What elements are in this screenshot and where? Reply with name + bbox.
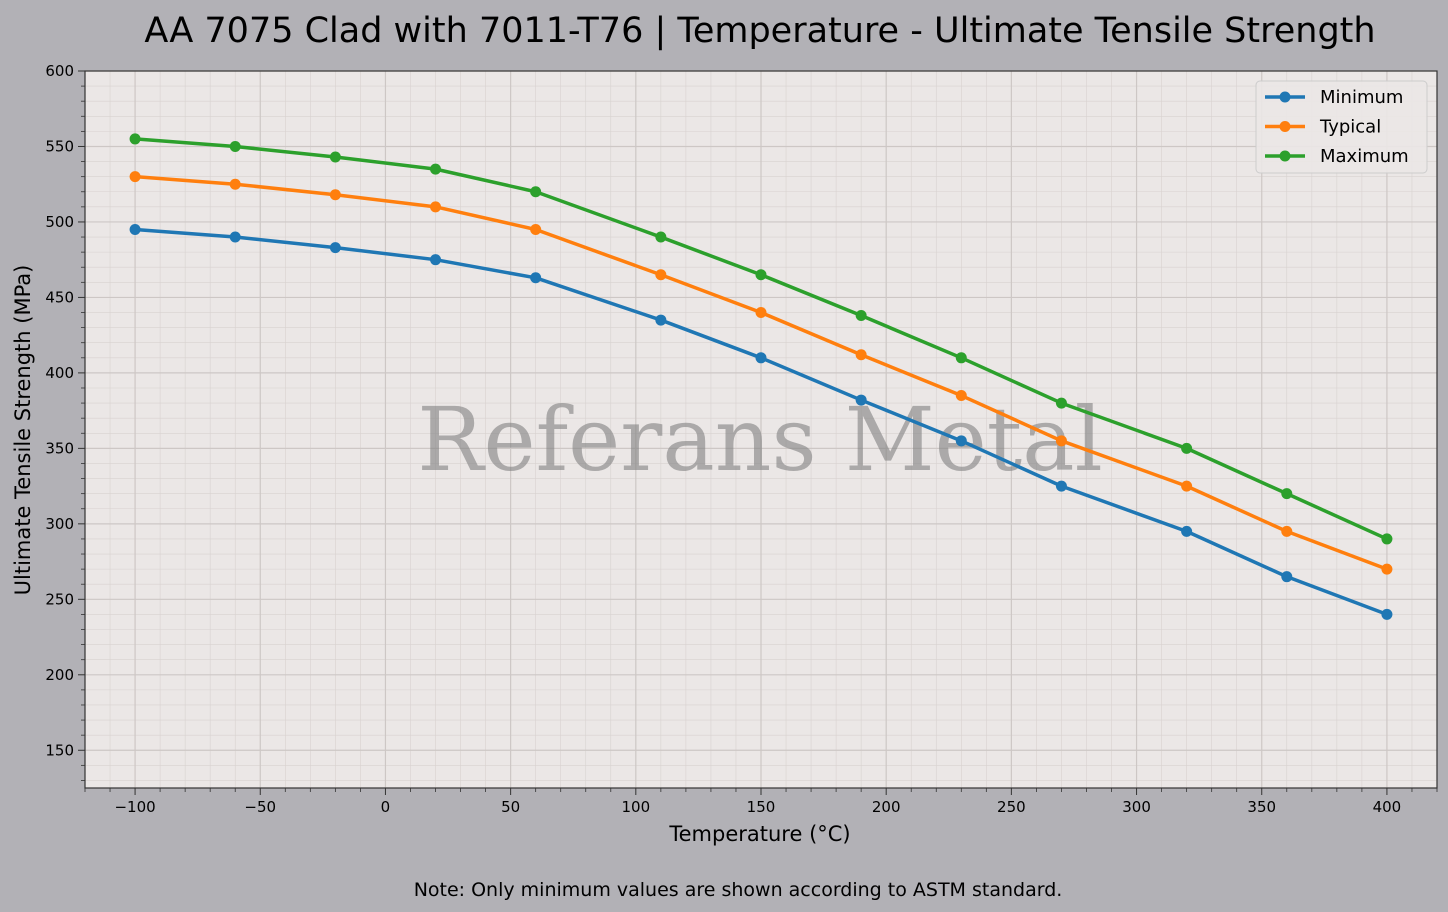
- data-point-minimum: [1181, 525, 1193, 537]
- x-tick-label: 250: [997, 798, 1026, 816]
- data-point-typical: [129, 171, 141, 183]
- data-point-typical: [955, 390, 967, 402]
- data-point-maximum: [855, 310, 867, 322]
- footnote: Note: Only minimum values are shown acco…: [414, 879, 1063, 901]
- data-point-minimum: [855, 394, 867, 406]
- data-point-typical: [1381, 563, 1393, 575]
- data-point-typical: [430, 201, 442, 213]
- x-tick-label: 0: [381, 798, 391, 816]
- y-tick-label: 550: [45, 137, 74, 155]
- legend-marker: [1279, 91, 1291, 103]
- data-point-minimum: [655, 314, 667, 326]
- data-point-minimum: [430, 254, 442, 266]
- data-point-typical: [1055, 435, 1067, 447]
- chart-title: AA 7075 Clad with 7011-T76 | Temperature…: [144, 11, 1375, 51]
- data-point-typical: [855, 349, 867, 361]
- x-tick-label: 50: [501, 798, 520, 816]
- data-point-typical: [329, 189, 341, 201]
- data-point-typical: [1281, 525, 1293, 537]
- data-point-maximum: [1055, 397, 1067, 409]
- y-axis-label: Ultimate Tensile Strength (MPa): [11, 265, 35, 596]
- y-tick-label: 350: [45, 439, 74, 457]
- legend-label: Maximum: [1320, 146, 1409, 167]
- y-tick-label: 450: [45, 288, 74, 306]
- x-axis-label: Temperature (°C): [668, 822, 850, 846]
- legend-marker: [1279, 121, 1291, 132]
- grid: [84, 70, 1438, 788]
- x-tick-label: 100: [621, 798, 650, 816]
- data-point-typical: [530, 223, 542, 235]
- x-tick-label: 150: [747, 798, 776, 816]
- data-point-maximum: [129, 133, 141, 145]
- data-point-minimum: [229, 231, 241, 243]
- legend-label: Minimum: [1320, 87, 1403, 108]
- y-tick-label: 600: [45, 62, 74, 80]
- data-point-minimum: [530, 272, 542, 284]
- legend-box: [1255, 80, 1428, 174]
- x-tick-label: 400: [1373, 798, 1402, 816]
- legend: Minimum Typical Maximum: [1255, 80, 1428, 174]
- data-point-maximum: [755, 269, 767, 281]
- series-maximum: [129, 133, 1393, 545]
- watermark: Referans Metal: [417, 388, 1102, 491]
- data-point-maximum: [1281, 488, 1293, 500]
- series-minimum: [129, 223, 1393, 620]
- data-point-maximum: [530, 186, 542, 198]
- data-point-maximum: [1381, 533, 1393, 545]
- data-point-maximum: [430, 163, 442, 175]
- data-point-minimum: [1381, 608, 1393, 620]
- legend-label: Typical: [1319, 117, 1381, 138]
- x-tick-label: 300: [1122, 798, 1151, 816]
- data-point-minimum: [129, 223, 141, 235]
- data-point-minimum: [955, 435, 967, 447]
- data-point-minimum: [755, 352, 767, 364]
- data-point-minimum: [1281, 571, 1293, 583]
- y-tick-label: 400: [45, 364, 74, 382]
- y-tick-label: 200: [45, 666, 74, 684]
- data-point-maximum: [329, 151, 341, 163]
- data-point-maximum: [655, 231, 667, 243]
- x-tick-label: 350: [1247, 798, 1276, 816]
- data-point-typical: [755, 307, 767, 319]
- ticks: −100 −50 0 50 100 150 200 250 300 350 400 150 200 250…: [45, 62, 1438, 816]
- x-tick-label: −100: [114, 798, 155, 816]
- y-tick-label: 300: [45, 515, 74, 533]
- y-tick-label: 500: [45, 213, 74, 231]
- legend-marker: [1279, 150, 1291, 162]
- data-point-minimum: [329, 242, 341, 254]
- data-point-typical: [655, 269, 667, 281]
- x-tick-label: 200: [872, 798, 901, 816]
- data-point-typical: [229, 178, 241, 190]
- y-tick-label: 250: [45, 590, 74, 608]
- x-tick-label: −50: [244, 798, 276, 816]
- data-point-minimum: [1055, 480, 1067, 492]
- series-typical: [129, 171, 1393, 575]
- data-point-maximum: [955, 352, 967, 364]
- data-point-typical: [1181, 480, 1193, 492]
- y-tick-label: 150: [45, 741, 74, 759]
- series-group: [129, 133, 1393, 620]
- data-point-maximum: [1181, 442, 1193, 454]
- data-point-maximum: [229, 140, 241, 152]
